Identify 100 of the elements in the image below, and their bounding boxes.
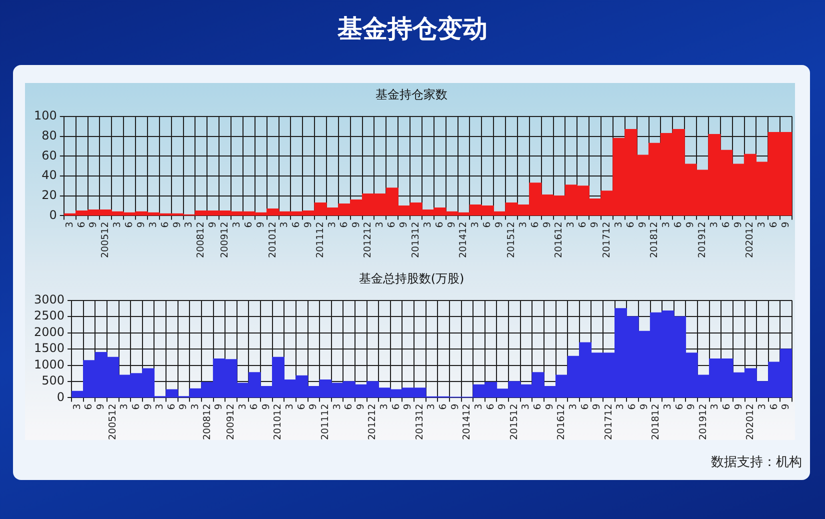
x-tick-label: 200812 — [196, 222, 207, 258]
x-tick-label: 9 — [96, 404, 107, 410]
x-tick-label: 201712 — [603, 404, 614, 440]
x-tick-label: 9 — [208, 222, 219, 228]
x-tick-label: 3 — [473, 404, 484, 410]
x-tick-label: 201312 — [414, 404, 426, 440]
x-tick-label: 201312 — [410, 222, 422, 258]
y-tick-label: 2000 — [34, 324, 65, 339]
x-tick-label: 201012 — [267, 222, 278, 258]
x-tick-label: 6 — [768, 222, 780, 228]
x-tick-label: 9 — [638, 404, 650, 410]
x-tick-label: 9 — [637, 222, 648, 228]
y-tick-label: 100 — [34, 108, 57, 123]
x-tick-label: 9 — [88, 222, 100, 228]
x-tick-label: 6 — [166, 404, 178, 410]
x-tick-label: 3 — [710, 404, 721, 410]
x-tick-label: 3 — [518, 222, 529, 228]
x-tick-label: 201612 — [554, 222, 565, 258]
x-tick-label: 3 — [426, 404, 438, 410]
chart-title: 基金总持股数(万股) — [358, 271, 464, 286]
x-tick-label: 6 — [76, 222, 88, 228]
x-tick-label: 201012 — [272, 404, 284, 440]
x-tick-label: 9 — [592, 404, 603, 410]
y-tick-label: 0 — [49, 208, 57, 222]
y-tick-label: 2500 — [34, 308, 65, 323]
x-tick-label: 9 — [303, 222, 314, 228]
x-tick-label: 3 — [237, 404, 248, 410]
x-tick-label: 6 — [386, 222, 398, 228]
x-tick-label: 6 — [722, 404, 733, 410]
x-tick-label: 9 — [255, 222, 266, 228]
x-tick-label: 6 — [627, 404, 638, 410]
x-tick-label: 3 — [154, 404, 166, 410]
x-tick-label: 9 — [402, 404, 414, 410]
x-tick-label: 9 — [214, 404, 225, 410]
x-tick-label: 6 — [243, 222, 254, 228]
x-tick-label: 200912 — [225, 404, 236, 440]
x-tick-label: 6 — [578, 222, 589, 228]
x-tick-label: 6 — [291, 222, 302, 228]
x-tick-label: 6 — [720, 222, 732, 228]
x-tick-label: 6 — [249, 404, 260, 410]
x-tick-label: 201812 — [649, 222, 660, 258]
x-tick-label: 6 — [580, 404, 591, 410]
x-tick-label: 9 — [398, 222, 410, 228]
text: 数据支持：机构 — [711, 454, 802, 472]
x-tick-label: 3 — [756, 404, 768, 410]
y-tick-label: 40 — [42, 168, 57, 182]
x-tick-label: 3 — [662, 404, 674, 410]
x-tick-label: 202012 — [745, 404, 756, 440]
y-tick-label: 1500 — [34, 341, 65, 356]
x-tick-label: 3 — [566, 222, 577, 228]
x-tick-label: 3 — [279, 222, 290, 228]
x-tick-label: 201712 — [601, 222, 612, 258]
x-tick-label: 6 — [438, 404, 450, 410]
x-tick-label: 6 — [532, 404, 544, 410]
x-tick-label: 6 — [485, 404, 496, 410]
x-tick-label: 9 — [590, 222, 601, 228]
x-tick-label: 6 — [530, 222, 541, 228]
x-tick-label: 201612 — [556, 404, 568, 440]
x-tick-label: 201212 — [362, 222, 374, 258]
x-tick-label: 9 — [497, 404, 508, 410]
x-tick-label: 201412 — [462, 404, 473, 440]
x-tick-label: 6 — [160, 222, 171, 228]
x-tick-label: 9 — [685, 222, 696, 228]
x-tick-label: 3 — [615, 404, 626, 410]
x-tick-label: 201112 — [320, 404, 331, 440]
x-tick-label: 6 — [296, 404, 308, 410]
chart-subtitle: 基金持仓家数 — [376, 87, 448, 102]
x-tick-label: 200512 — [107, 404, 118, 440]
x-tick-label: 6 — [84, 404, 95, 410]
x-tick-label: 9 — [780, 404, 792, 410]
x-tick-label: 6 — [673, 222, 684, 228]
x-tick-label: 9 — [450, 404, 461, 410]
x-tick-label: 3 — [184, 222, 195, 228]
y-tick-label: 0 — [56, 390, 65, 404]
x-tick-label: 9 — [172, 222, 183, 228]
x-tick-label: 9 — [686, 404, 698, 410]
x-tick-label: 3 — [520, 404, 532, 410]
x-tick-label: 200812 — [202, 404, 213, 440]
x-tick-label: 3 — [112, 222, 124, 228]
x-tick-label: 6 — [344, 404, 355, 410]
x-tick-label: 6 — [482, 222, 494, 228]
x-tick-label: 201912 — [696, 222, 708, 258]
y-tick-label: 1000 — [34, 357, 65, 372]
x-tick-label: 6 — [124, 222, 136, 228]
x-tick-label: 3 — [231, 222, 242, 228]
x-tick-label: 3 — [148, 222, 159, 228]
x-tick-label: 9 — [136, 222, 147, 228]
x-tick-label: 3 — [332, 404, 343, 410]
x-tick-label: 201412 — [458, 222, 470, 258]
x-tick-label: 3 — [72, 404, 83, 410]
x-tick-label: 6 — [674, 404, 686, 410]
x-tick-label: 9 — [355, 404, 366, 410]
x-tick-label: 201912 — [698, 404, 709, 440]
x-tick-label: 3 — [64, 222, 76, 228]
x-tick-label: 9 — [308, 404, 320, 410]
x-tick-label: 9 — [542, 222, 553, 228]
x-tick-label: 6 — [434, 222, 446, 228]
x-tick-label: 6 — [768, 404, 780, 410]
x-tick-label: 9 — [733, 404, 744, 410]
x-tick-label: 9 — [446, 222, 458, 228]
